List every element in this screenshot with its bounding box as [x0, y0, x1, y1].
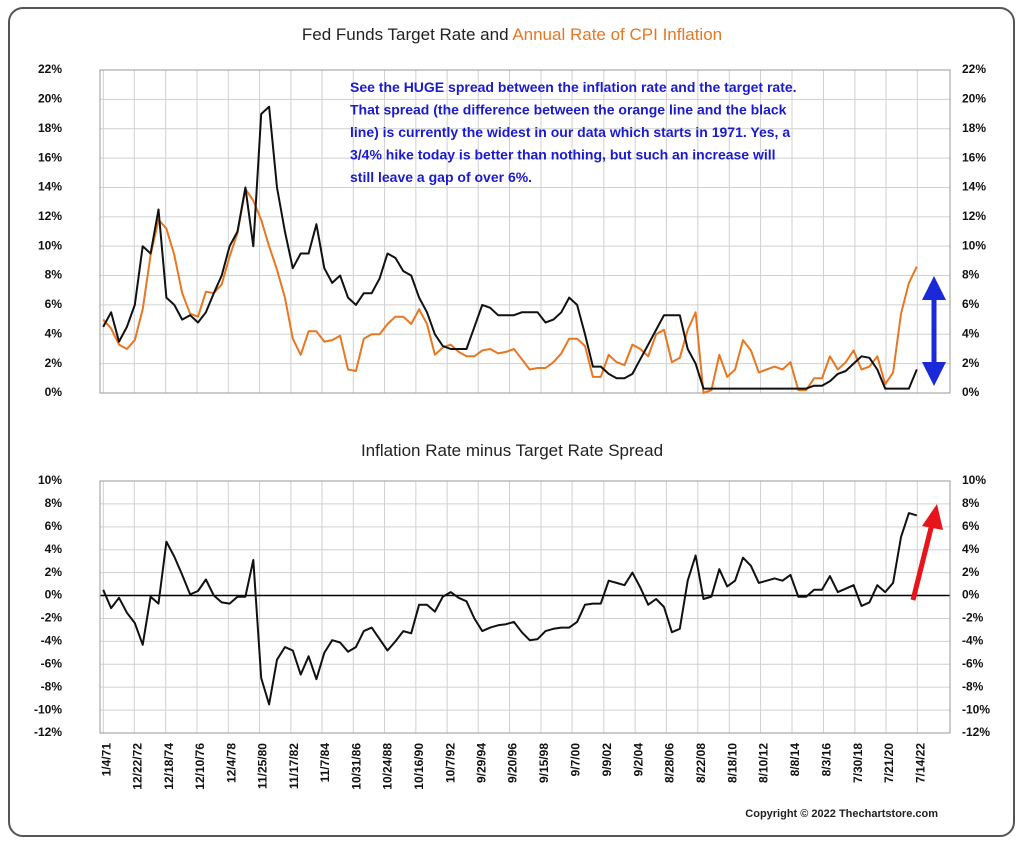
- x-tick-label: 10/7/92: [443, 743, 457, 783]
- x-tick-label: 12/10/76: [193, 743, 207, 790]
- blue-double-arrow: [922, 276, 946, 386]
- y-tick-label: 8%: [45, 268, 63, 282]
- y-tick-label: 18%: [38, 121, 62, 135]
- y-tick-label: -8%: [41, 679, 63, 693]
- y-tick-label: 4%: [45, 542, 63, 556]
- y-tick-label: 0%: [45, 588, 63, 602]
- x-tick-label: 9/9/02: [600, 743, 614, 777]
- y-tick-label: 6%: [45, 297, 63, 311]
- y2-tick-label: -4%: [962, 634, 984, 648]
- y2-tick-label: 0%: [962, 385, 980, 399]
- y2-tick-label: 8%: [962, 268, 980, 282]
- y2-tick-label: 20%: [962, 92, 986, 106]
- x-tick-label: 8/18/10: [725, 743, 739, 783]
- y-tick-label: 12%: [38, 209, 62, 223]
- y2-tick-label: 4%: [962, 326, 980, 340]
- y-tick-label: 22%: [38, 62, 62, 76]
- y-tick-label: 10%: [38, 473, 62, 487]
- copyright: Copyright © 2022 Thechartstore.com: [745, 808, 938, 820]
- x-tick-label: 10/16/90: [412, 743, 426, 790]
- y2-tick-label: 22%: [962, 62, 986, 76]
- y2-tick-label: 14%: [962, 180, 986, 194]
- y-tick-label: -6%: [41, 656, 63, 670]
- x-tick-label: 10/31/86: [349, 743, 363, 790]
- x-tick-label: 9/2/04: [631, 743, 645, 777]
- y-tick-label: -12%: [34, 725, 62, 739]
- y2-tick-label: 6%: [962, 519, 980, 533]
- x-tick-label: 7/14/22: [913, 743, 927, 783]
- x-tick-label: 9/15/98: [537, 743, 551, 783]
- x-tick-label: 10/24/88: [381, 743, 395, 790]
- y-tick-label: 16%: [38, 150, 62, 164]
- y2-tick-label: -8%: [962, 679, 984, 693]
- title-part: Fed Funds Target Rate and: [302, 25, 512, 44]
- annotation: 3/4% hike today is better than nothing, …: [350, 147, 776, 163]
- x-tick-label: 7/30/18: [851, 743, 865, 783]
- y2-tick-label: -6%: [962, 656, 984, 670]
- y2-tick-label: 8%: [962, 496, 980, 510]
- data-line: [102, 512, 918, 706]
- red-arrow: [910, 504, 943, 601]
- y2-tick-label: 2%: [962, 565, 980, 579]
- x-tick-label: 8/10/12: [757, 743, 771, 783]
- x-tick-label: 12/22/72: [130, 743, 144, 790]
- y2-tick-label: -2%: [962, 611, 984, 625]
- y-tick-label: 8%: [45, 496, 63, 510]
- y2-tick-label: 2%: [962, 356, 980, 370]
- x-tick-label: 8/28/06: [663, 743, 677, 783]
- x-tick-label: 9/20/96: [506, 743, 520, 783]
- y-tick-label: -10%: [34, 702, 62, 716]
- y-tick-label: -2%: [41, 611, 63, 625]
- x-tick-label: 8/3/16: [820, 743, 834, 777]
- annotation: still leave a gap of over 6%.: [350, 169, 532, 185]
- y-tick-label: 6%: [45, 519, 63, 533]
- x-tick-label: 8/22/08: [694, 743, 708, 783]
- y-tick-label: 2%: [45, 565, 63, 579]
- y-tick-label: 10%: [38, 238, 62, 252]
- y-tick-label: 0%: [45, 385, 63, 399]
- y2-tick-label: -12%: [962, 725, 990, 739]
- x-tick-label: 11/7/84: [318, 743, 332, 783]
- y-tick-label: 20%: [38, 92, 62, 106]
- y2-tick-label: 10%: [962, 473, 986, 487]
- y-tick-label: 2%: [45, 356, 63, 370]
- y2-tick-label: -10%: [962, 702, 990, 716]
- annotation: line) is currently the widest in our dat…: [350, 124, 790, 140]
- y2-tick-label: 6%: [962, 297, 980, 311]
- y-tick-label: 4%: [45, 326, 63, 340]
- y-tick-label: 14%: [38, 180, 62, 194]
- y2-tick-label: 12%: [962, 209, 986, 223]
- y2-tick-label: 0%: [962, 588, 980, 602]
- y-tick-label: -4%: [41, 634, 63, 648]
- plot-border: [99, 69, 951, 394]
- x-tick-label: 9/7/00: [568, 743, 582, 777]
- x-tick-label: 12/4/78: [224, 743, 238, 783]
- annotation: That spread (the difference between the …: [350, 102, 787, 118]
- y2-tick-label: 4%: [962, 542, 980, 556]
- data-line: [102, 105, 918, 390]
- x-tick-label: 7/21/20: [882, 743, 896, 783]
- x-tick-label: 1/4/71: [99, 743, 113, 777]
- plot-border: [99, 480, 951, 734]
- x-tick-label: 9/29/94: [474, 743, 488, 783]
- title-highlight: Annual Rate of CPI Inflation: [512, 25, 722, 44]
- plot: 0% 0% 2% 2% 4% 4% 6% 6% 8% 8% 10% 10% 12% 12% 14% 14% 16…: [34, 62, 990, 790]
- x-tick-label: 11/17/82: [287, 743, 301, 789]
- x-tick-label: 12/18/74: [162, 743, 176, 790]
- annotation: See the HUGE spread between the inflatio…: [350, 79, 797, 95]
- chart-title: Fed Funds Target Rate and Annual Rate of…: [302, 25, 722, 44]
- chart-title: Inflation Rate minus Target Rate Spread: [361, 441, 663, 460]
- x-tick-label: 11/25/80: [256, 743, 270, 789]
- y2-tick-label: 18%: [962, 121, 986, 135]
- y2-tick-label: 10%: [962, 238, 986, 252]
- y2-tick-label: 16%: [962, 150, 986, 164]
- x-tick-label: 8/8/14: [788, 743, 802, 777]
